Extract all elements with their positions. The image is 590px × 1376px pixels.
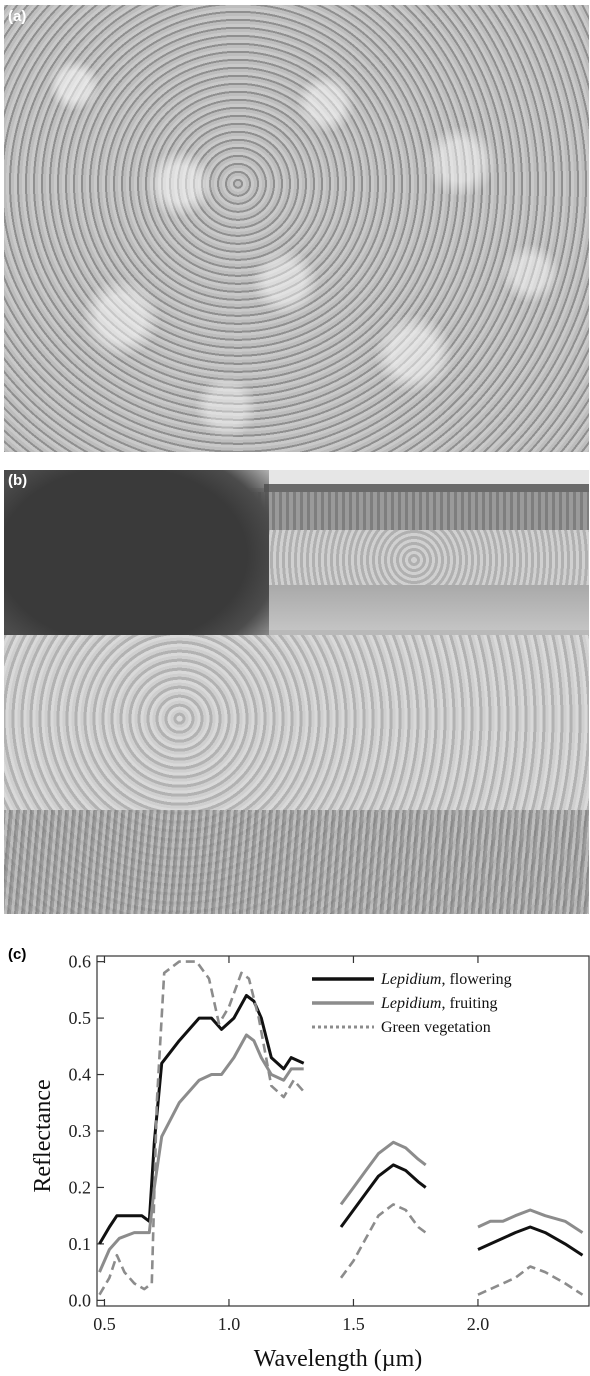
x-tick-label: 0.5	[93, 1314, 116, 1334]
x-tick-label: 1.0	[218, 1314, 241, 1334]
series-line-lepidium-fruiting	[98, 1033, 304, 1273]
photo-horizon-trees	[264, 484, 589, 494]
photo-foreground-grass	[4, 810, 589, 914]
panel-label-a: (a)	[8, 8, 27, 25]
panel-label-b: (b)	[8, 472, 28, 489]
photo-lepidium-flowers-closeup	[4, 5, 589, 452]
series-lines	[98, 960, 584, 1296]
legend: Lepidium, flowering Lepidium, fruiting Gre…	[312, 971, 512, 1036]
x-tick-label: 1.5	[342, 1314, 365, 1334]
y-tick-label: 0.5	[69, 1008, 92, 1028]
series-line-lepidium-flowering	[98, 994, 305, 1245]
plot-frame	[96, 955, 590, 1307]
y-tick-label: 0.3	[69, 1121, 92, 1141]
series-line-lepidium-flowering	[477, 1225, 584, 1257]
series-line-green-vegetation	[98, 960, 305, 1296]
y-tick-label: 0.1	[69, 1234, 92, 1254]
reflectance-chart: 0.5 1.0 1.5 2.0 0.0 0.1 0.2 0.3 0.4 0.5 0.6 Lepid…	[30, 952, 590, 1372]
legend-entry: Lepidium, fruiting	[380, 995, 497, 1012]
series-line-lepidium-fruiting	[477, 1208, 584, 1234]
series-line-lepidium-fruiting	[339, 1140, 427, 1206]
x-axis-ticks: 0.5 1.0 1.5 2.0	[93, 956, 489, 1334]
legend-entry: Green vegetation	[381, 1019, 491, 1036]
series-line-lepidium-flowering	[339, 1163, 427, 1228]
plot-border	[96, 955, 590, 1307]
y-axis-ticks: 0.0 0.1 0.2 0.3 0.4 0.5 0.6	[69, 952, 104, 1310]
series-line-green-vegetation	[477, 1265, 584, 1296]
x-axis-title: Wavelength (µm)	[254, 1346, 423, 1372]
y-tick-label: 0.2	[69, 1177, 92, 1197]
legend-entry: Lepidium, flowering	[380, 971, 512, 988]
x-tick-label: 2.0	[467, 1314, 490, 1334]
photo-tree-canopy	[4, 470, 269, 660]
panel-label-c: (c)	[8, 946, 27, 963]
photo-lepidium-riverbank-landscape	[4, 470, 589, 914]
photo-far-bank	[239, 530, 589, 590]
y-axis-title: Reflectance	[30, 1079, 56, 1192]
y-tick-label: 0.4	[69, 1065, 92, 1085]
y-tick-label: 0.0	[69, 1290, 92, 1310]
photo-water-channel	[234, 585, 589, 630]
y-tick-label: 0.6	[69, 952, 92, 972]
series-line-green-vegetation	[339, 1203, 427, 1279]
